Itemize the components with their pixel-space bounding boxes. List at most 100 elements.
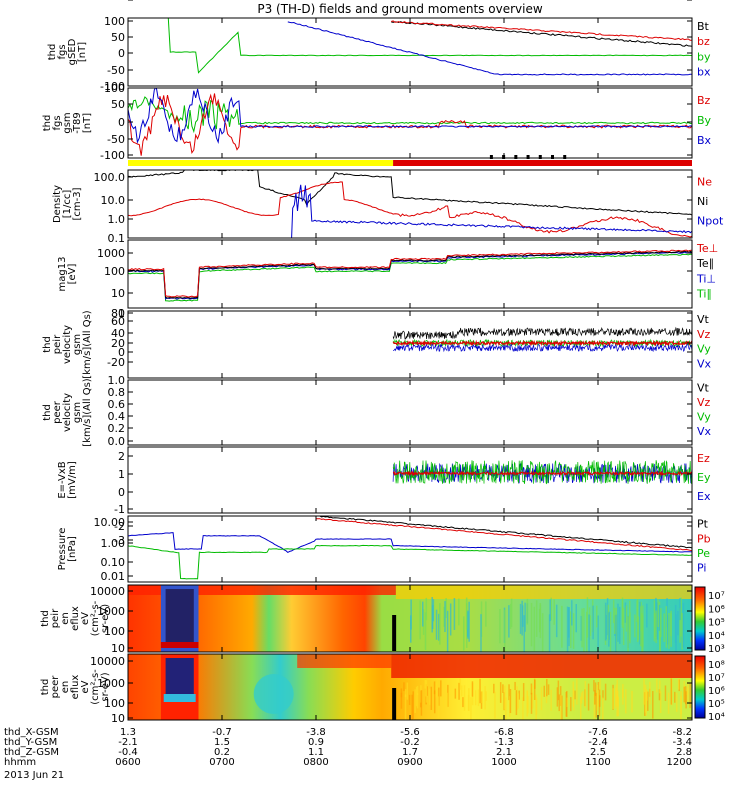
y-axis-label: E=-VxB: [57, 461, 68, 498]
spectro-streak: [419, 600, 421, 640]
spectro-streak: [588, 614, 590, 652]
spectro-streak: [604, 683, 607, 701]
spectro-streak: [568, 607, 570, 647]
legend-efield-Ex: Ex: [697, 490, 711, 503]
ey-line: [392, 460, 692, 485]
spectro-streak: [548, 614, 551, 652]
y-tick-label: 1: [118, 468, 125, 481]
footer-value: 1.1: [308, 747, 324, 758]
y-axis-label: sr-eV): [100, 672, 111, 701]
spectro-band: [160, 642, 199, 648]
spectro-streak: [670, 678, 673, 705]
spectro-streak: [681, 613, 683, 650]
spectro-streak: [585, 611, 588, 652]
legend-temp-Ti∥: Ti∥: [696, 287, 712, 300]
spectro-streak: [631, 690, 633, 713]
spectro-streak: [502, 684, 504, 693]
y-axis-label: eV: [80, 680, 91, 693]
spectro-streak: [615, 615, 617, 652]
y-axis-label: peir: [52, 334, 63, 354]
spectro-streak: [602, 690, 604, 699]
spectro-streak: [675, 692, 678, 712]
trace-group: [391, 20, 692, 41]
spectro-streak: [508, 684, 510, 701]
spectro-streak: [667, 615, 669, 645]
spectro-streak: [597, 615, 599, 649]
y-tick-label: 0: [118, 346, 125, 359]
legend-density-Ne: Ne: [697, 176, 712, 189]
spectro-streak: [607, 604, 610, 641]
colorbar-peir_spec: [694, 586, 706, 651]
spectro-streak: [533, 678, 536, 700]
spectro-streak: [432, 599, 435, 622]
spectro-streak: [433, 681, 436, 695]
legend-fgs-Bt: Bt: [697, 20, 710, 33]
spectro-streak: [683, 686, 685, 703]
footer-value: 1.5: [214, 737, 230, 748]
y-axis-label: -T89: [72, 112, 83, 134]
vt-line: [392, 326, 692, 340]
y-axis-label: thd: [42, 115, 53, 132]
spectro-streak: [624, 602, 627, 623]
spectro-streak: [504, 685, 506, 710]
spectro-streak: [420, 690, 423, 716]
spectro-streak: [523, 615, 525, 652]
footer-value: 1000: [491, 757, 516, 768]
spectro-streak: [400, 688, 403, 698]
y-axis-label: gSED: [67, 38, 78, 65]
spectro-streak: [468, 601, 470, 642]
spectro-streak: [471, 681, 474, 697]
y-tick-label: -1: [114, 503, 125, 516]
spectro-streak: [534, 680, 536, 689]
spectro-streak: [494, 691, 496, 719]
spectro-streak: [481, 691, 483, 704]
spectro-streak: [670, 610, 672, 647]
spectro-streak: [479, 678, 481, 704]
spectro-streak: [581, 608, 583, 648]
y-axis-label: thd: [40, 610, 51, 627]
spectro-streak: [403, 682, 405, 692]
spectro-streak: [524, 602, 526, 632]
spectro-streak: [530, 692, 533, 714]
spectro-streak: [680, 597, 682, 637]
legend-fgs_t89-Bx: Bx: [697, 134, 712, 147]
mode-bar-marker: [551, 155, 554, 159]
spectro-streak: [540, 686, 543, 711]
trace-group: [392, 460, 692, 485]
spectro-streak: [484, 686, 486, 710]
spectro-streak: [628, 600, 631, 642]
legend-fgs-bx: bx: [697, 65, 711, 78]
spectro-streak: [519, 603, 522, 634]
spectro-streak: [499, 682, 502, 703]
spectro-streak: [458, 682, 460, 700]
footer-value: -1.3: [494, 737, 514, 748]
y-tick-label: -100: [100, 80, 125, 93]
spectro-streak: [411, 694, 413, 720]
y-axis-label: [km/s](All Qs): [82, 378, 93, 446]
footer-value: 2.5: [590, 747, 606, 758]
y-tick-label: 100: [104, 265, 125, 278]
y-tick-label: 0: [118, 486, 125, 499]
spectro-streak: [625, 605, 628, 632]
spectro-streak: [446, 692, 449, 708]
y-tick-label: 1000: [97, 247, 125, 260]
spectro-streak: [470, 697, 472, 720]
spectro-band: [391, 654, 692, 678]
y-axis-label: peir: [50, 608, 61, 628]
bx-line: [128, 88, 692, 144]
spectro-streak: [566, 606, 569, 652]
spectro-streak: [533, 606, 536, 651]
y-axis-label: thd: [42, 404, 53, 421]
spectro-streak: [594, 690, 596, 705]
spectro-streak: [604, 602, 607, 641]
spectro-streak: [531, 685, 534, 709]
vx-line: [392, 343, 692, 353]
spectro-streak: [582, 691, 584, 700]
spectro-streak: [561, 695, 563, 720]
y-axis-label: [1/cc]: [62, 190, 73, 219]
trace-group: [128, 170, 692, 216]
spectro-streak: [446, 610, 449, 652]
colorbar-label: 10⁷: [708, 673, 725, 684]
legend-efield-Ey: Ey: [697, 471, 711, 484]
